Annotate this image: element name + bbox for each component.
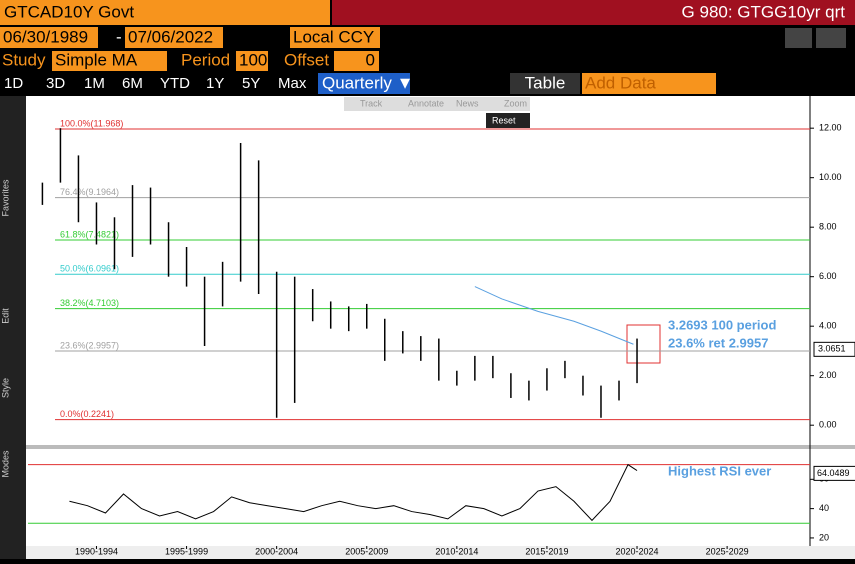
study-box[interactable]: [52, 51, 167, 71]
range-button[interactable]: 3D: [46, 75, 65, 92]
tool-button[interactable]: Track: [360, 98, 383, 108]
rsi-tick-label: 40: [819, 503, 829, 513]
function: G 980: GTGG10yr qrt: [682, 2, 846, 21]
x-tick-label: 2005-2009: [345, 546, 388, 556]
last-value: 3.0651: [818, 344, 846, 354]
start-box[interactable]: [0, 27, 98, 48]
annotation: 23.6% ret 2.9957: [668, 335, 768, 350]
tool-strip: [344, 97, 530, 111]
range-button[interactable]: 1D: [4, 75, 23, 92]
rsi-line: [69, 463, 638, 522]
table: Table: [525, 73, 566, 92]
dash: -: [116, 27, 122, 46]
fib-label: 50.0%(6.0961): [60, 264, 119, 274]
range-button[interactable]: 1Y: [206, 75, 224, 92]
title-bar: [332, 0, 855, 25]
x-tick-label: 2010-2014: [435, 546, 478, 556]
x-tick-label: 1995-1999: [165, 546, 208, 556]
end-box[interactable]: [125, 27, 223, 48]
x-tick-label: 2020-2024: [615, 546, 658, 556]
reset-box[interactable]: [486, 113, 530, 128]
tool-button[interactable]: Zoom: [504, 98, 527, 108]
x-tick-label: 2000-2004: [255, 546, 298, 556]
tool-button[interactable]: Annotate: [408, 98, 444, 108]
y-tick-label: 2.00: [819, 370, 837, 380]
x-axis-band: [26, 546, 855, 559]
rsi-annotation: Highest RSI ever: [668, 463, 771, 478]
y-tick-label: 4.00: [819, 321, 837, 331]
study-label: Study: [2, 50, 46, 69]
range-button[interactable]: 5Y: [242, 75, 260, 92]
rsi-last: 64.0489: [817, 468, 850, 478]
range-button[interactable]: YTD: [160, 75, 190, 92]
security-box[interactable]: [0, 0, 300, 25]
range-button[interactable]: 1M: [84, 75, 105, 92]
fib-label: 38.2%(4.7103): [60, 298, 119, 308]
y-tick-label: 10.00: [819, 172, 842, 182]
ccy-box[interactable]: [290, 27, 380, 48]
add-data: Add Data: [585, 73, 656, 92]
frequency: Quarterly ▼: [322, 73, 413, 92]
add-data-box[interactable]: [582, 73, 716, 94]
undo[interactable]: [785, 28, 812, 48]
side-label: Edit: [0, 308, 10, 324]
study: Simple MA: [55, 50, 138, 69]
annotation: 3.2693 100 period: [668, 317, 776, 332]
highlight-box: [626, 324, 661, 364]
end-date: 07/06/2022: [128, 27, 213, 46]
offset-box[interactable]: [334, 51, 379, 71]
period-box[interactable]: [236, 51, 268, 71]
side-label: Style: [0, 378, 10, 398]
freq-box[interactable]: [318, 73, 410, 94]
side-label: Favorites: [0, 179, 10, 217]
x-tick-label: 2025-2029: [706, 546, 749, 556]
fib-label: 100.0%(11.968): [60, 118, 123, 128]
fib-label: 61.8%(7.4821): [60, 229, 119, 239]
rsi-last-box: [813, 465, 855, 481]
side-toolbar: [0, 96, 26, 559]
splitter[interactable]: [26, 445, 855, 449]
period-label: Period: [181, 50, 230, 69]
tool-button[interactable]: News: [456, 98, 479, 108]
reset: Reset: [492, 115, 516, 125]
fib-label: 23.6%(2.9957): [60, 340, 119, 350]
y-tick-label: 8.00: [819, 222, 837, 232]
x-tick-label: 1990-1994: [75, 546, 118, 556]
ma-line: [474, 286, 634, 345]
side-label: Modes: [0, 450, 10, 478]
offset: 0: [366, 50, 375, 69]
x-tick-label: 2015-2019: [525, 546, 568, 556]
last-value-box: [813, 341, 855, 357]
table-box[interactable]: [510, 73, 580, 94]
range-button[interactable]: 6M: [122, 75, 143, 92]
fib-label: 0.0%(0.2241): [60, 409, 114, 419]
y-tick-label: 6.00: [819, 271, 837, 281]
dropdown[interactable]: [300, 0, 330, 25]
fib-label: 76.4%(9.1964): [60, 187, 119, 197]
rsi-tick-label: 20: [819, 532, 829, 542]
start-date: 06/30/1989: [3, 27, 88, 46]
y-tick-label: 12.00: [819, 123, 842, 133]
currency: Local CCY: [293, 27, 374, 46]
offset-label: Offset: [284, 50, 329, 69]
redo[interactable]: [816, 28, 846, 48]
y-tick-label: 0.00: [819, 420, 837, 430]
period: 100: [239, 50, 267, 69]
range-button[interactable]: Max: [278, 75, 307, 92]
security: GTCAD10Y Govt: [4, 2, 134, 21]
chart-area: [26, 96, 855, 559]
